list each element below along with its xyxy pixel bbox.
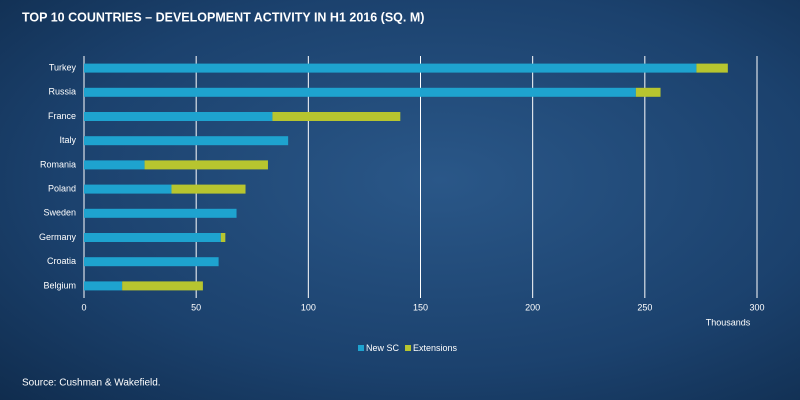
legend-label: Extensions [413,343,458,353]
bar-segment [84,136,289,146]
bar-segment [84,233,221,242]
x-tick-label: 50 [191,302,201,312]
bar-segment [84,208,237,218]
legend-label: New SC [366,343,400,353]
x-tick-label: 150 [413,302,428,312]
y-tick-label: Belgium [43,280,76,290]
bar-segment [84,87,636,97]
bar-segment [220,233,226,242]
legend-swatch [358,345,364,351]
x-tick-label: 0 [81,302,86,312]
y-tick-label: Russia [48,87,76,97]
y-tick-label: Poland [48,183,76,193]
bar-segment [272,112,401,121]
bar-segment [84,63,697,73]
x-tick-label: 100 [301,302,316,312]
bar-segment [84,257,219,267]
y-tick-label: Turkey [49,62,77,72]
bar-segment [84,112,273,121]
bar-segment [635,87,661,97]
x-axis-label: Thousands [706,317,751,327]
bar-segment [171,184,246,194]
y-tick-label: Croatia [47,256,76,266]
x-tick-label: 200 [525,302,540,312]
bar-segment [122,281,203,291]
bar-segment [696,63,728,73]
bar-segment [84,160,145,170]
x-tick-label: 300 [749,302,764,312]
x-tick-label: 250 [637,302,652,312]
source: Source: Cushman & Wakefield. [22,378,161,389]
y-tick-label: Italy [59,135,76,145]
y-tick-label: Romania [40,159,76,169]
legend-swatch [405,345,412,351]
chart-title: TOP 10 COUNTRIES – DEVELOPMENT ACTIVITY … [22,10,424,24]
bar-segment [84,184,172,194]
y-tick-label: Sweden [43,208,76,218]
bar-segment [84,281,123,291]
y-tick-label: France [48,111,76,121]
y-tick-label: Germany [39,232,77,242]
bar-segment [144,160,268,170]
